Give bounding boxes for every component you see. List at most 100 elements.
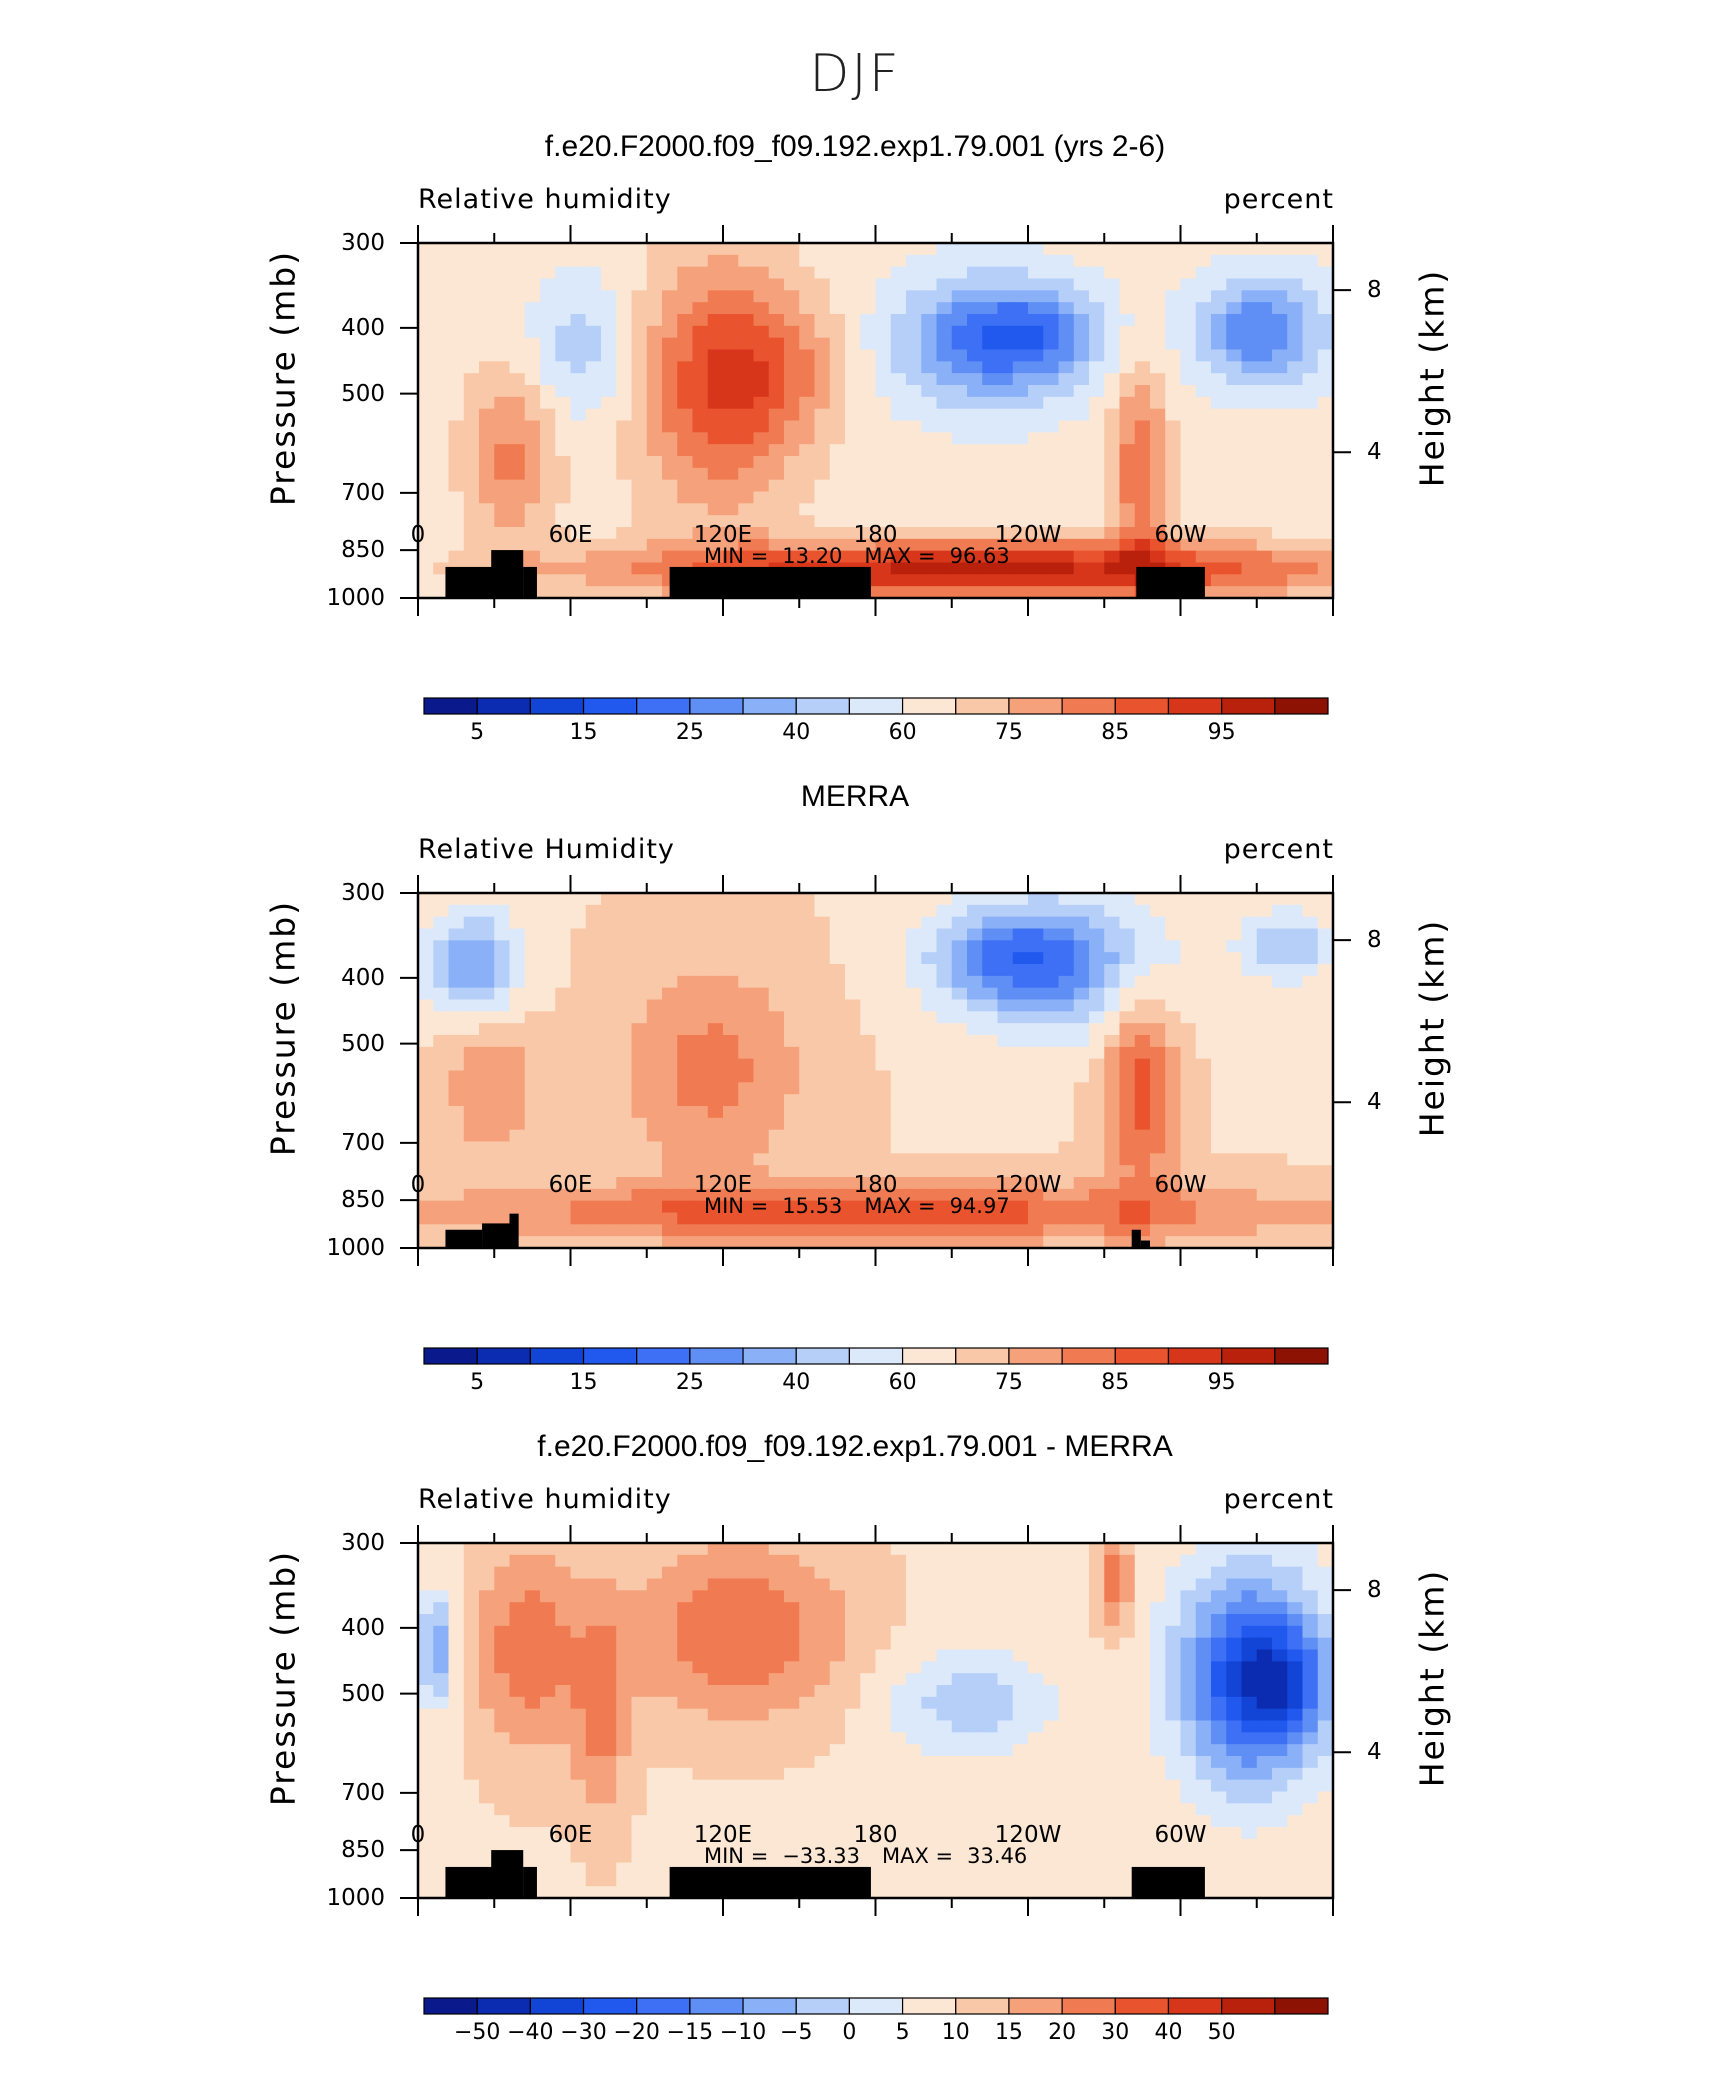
field-cell	[1150, 929, 1166, 941]
field-cell	[1318, 421, 1334, 433]
field-cell	[967, 574, 983, 586]
field-cell	[525, 243, 541, 255]
field-cell	[799, 515, 815, 527]
field-cell	[540, 1661, 556, 1673]
field-cell	[1165, 290, 1181, 302]
field-cell	[1272, 326, 1288, 338]
field-cell	[1013, 1732, 1029, 1744]
field-cell	[510, 338, 526, 350]
field-cell	[921, 1650, 937, 1662]
field-cell	[982, 964, 998, 976]
field-cell	[479, 1602, 495, 1614]
field-cell	[1043, 1673, 1059, 1685]
field-cell	[1318, 1673, 1334, 1685]
topography-mask	[445, 1230, 482, 1248]
field-cell	[1043, 314, 1059, 326]
field-cell	[860, 1023, 876, 1035]
field-cell	[1211, 563, 1227, 575]
field-cell	[723, 1094, 739, 1106]
field-cell	[464, 1011, 480, 1023]
field-cell	[1181, 1567, 1197, 1579]
field-cell	[1043, 1224, 1059, 1236]
field-cell	[1272, 1189, 1288, 1201]
field-cell	[464, 350, 480, 362]
field-cell	[479, 350, 495, 362]
field-cell	[464, 1685, 480, 1697]
field-cell	[906, 397, 922, 409]
field-cell	[1257, 385, 1273, 397]
field-cell	[754, 1011, 770, 1023]
field-cell	[1318, 373, 1334, 385]
field-cell	[555, 267, 571, 279]
field-cell	[1074, 361, 1090, 373]
field-cell	[479, 1106, 495, 1118]
field-cell	[967, 1756, 983, 1768]
field-cell	[1150, 397, 1166, 409]
field-cell	[708, 255, 724, 267]
field-cell	[677, 397, 693, 409]
field-cell	[967, 1602, 983, 1614]
field-cell	[738, 1590, 754, 1602]
field-cell	[1303, 480, 1319, 492]
field-cell	[1226, 385, 1242, 397]
field-cell	[830, 385, 846, 397]
field-cell	[1242, 1094, 1258, 1106]
field-cell	[1272, 952, 1288, 964]
field-cell	[540, 397, 556, 409]
field-cell	[555, 421, 571, 433]
field-cell	[1257, 1626, 1273, 1638]
field-cell	[449, 456, 465, 468]
field-cell	[494, 1697, 510, 1709]
field-cell	[510, 1047, 526, 1059]
field-cell	[952, 1614, 968, 1626]
field-cell	[708, 1579, 724, 1591]
field-cell	[494, 326, 510, 338]
field-cell	[1165, 1579, 1181, 1591]
field-cell	[1272, 1661, 1288, 1673]
field-cell	[891, 1567, 907, 1579]
field-cell	[1303, 1768, 1319, 1780]
field-cell	[693, 314, 709, 326]
field-cell	[952, 905, 968, 917]
field-cell	[433, 1177, 449, 1189]
field-cell	[494, 350, 510, 362]
field-cell	[1013, 1118, 1029, 1130]
field-cell	[921, 421, 937, 433]
field-cell	[418, 456, 434, 468]
field-cell	[1211, 1650, 1227, 1662]
field-cell	[586, 940, 602, 952]
field-cell	[693, 1602, 709, 1614]
field-cell	[708, 1047, 724, 1059]
field-cell	[1150, 1673, 1166, 1685]
field-cell	[891, 480, 907, 492]
field-cell	[677, 1000, 693, 1012]
field-cell	[555, 1590, 571, 1602]
field-cell	[906, 574, 922, 586]
field-cell	[540, 1673, 556, 1685]
field-cell	[876, 574, 892, 586]
field-cell	[845, 1661, 861, 1673]
field-cell	[1028, 1638, 1044, 1650]
field-cell	[433, 1142, 449, 1154]
field-cell	[982, 1590, 998, 1602]
field-cell	[1150, 1650, 1166, 1662]
field-cell	[1287, 988, 1303, 1000]
field-cell	[1257, 255, 1273, 267]
field-cell	[1303, 1685, 1319, 1697]
field-cell	[1059, 952, 1075, 964]
field-cell	[1120, 326, 1136, 338]
field-cell	[1181, 905, 1197, 917]
field-cell	[616, 976, 632, 988]
field-cell	[967, 503, 983, 515]
field-cell	[1211, 1082, 1227, 1094]
field-cell	[1089, 539, 1105, 551]
field-cell	[693, 1106, 709, 1118]
field-cell	[1303, 456, 1319, 468]
field-cell	[1303, 1721, 1319, 1733]
field-cell	[921, 1697, 937, 1709]
field-cell	[540, 1130, 556, 1142]
field-cell	[723, 1224, 739, 1236]
field-cell	[464, 1602, 480, 1614]
field-cell	[586, 1697, 602, 1709]
field-cell	[876, 503, 892, 515]
